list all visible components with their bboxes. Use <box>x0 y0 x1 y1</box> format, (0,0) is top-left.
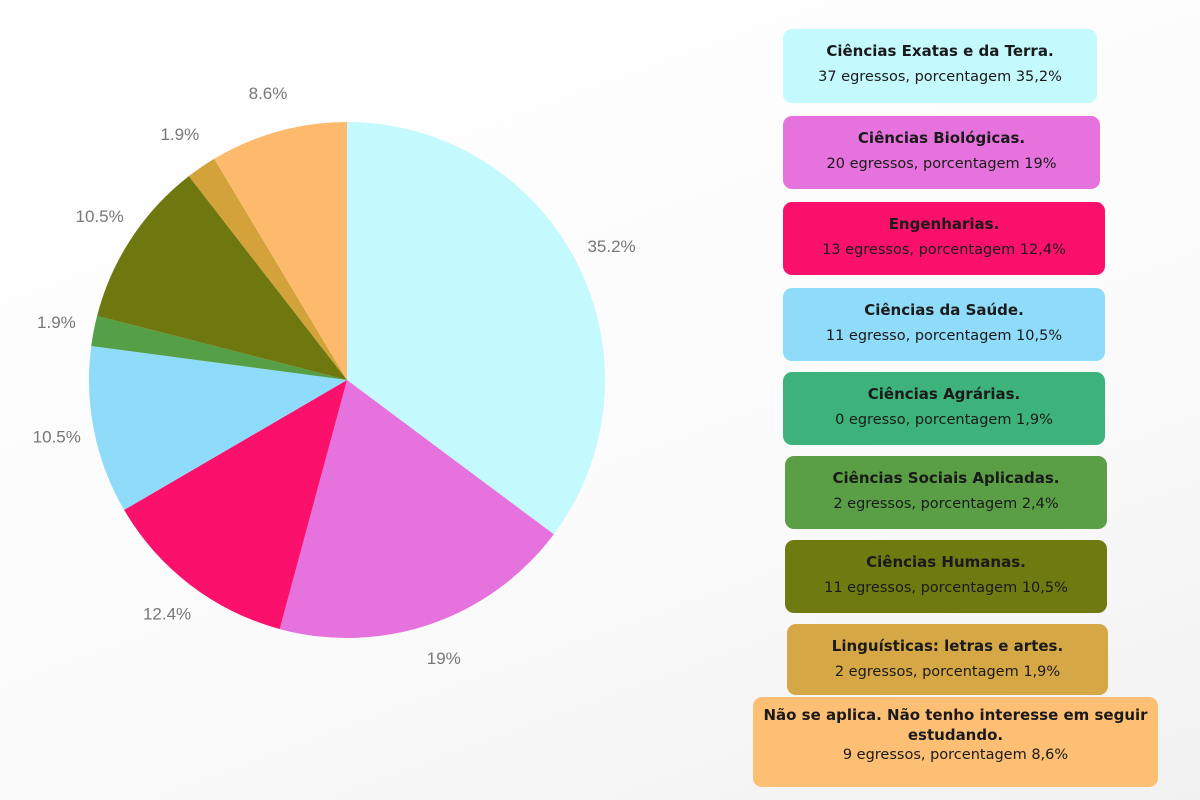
box-text: 13 egressos, porcentagem 12,4% <box>822 242 1066 258</box>
pie-slice <box>124 380 347 630</box>
box-title: Ciências Biológicas. <box>857 129 1026 147</box>
box-text: 9 egressos, porcentagem 8,6% <box>842 747 1069 763</box>
slice-label: 12.4% <box>143 605 191 624</box>
pie-chart: 35.2% 19% 12.4% 10.5% 1.9% 10.5% 1.9% 8.6% <box>33 84 636 668</box>
box-text: 11 egresso, porcentagem 10,5% <box>825 328 1063 344</box>
legend-box: Ciências Sociais Aplicadas. 2 egressos, p… <box>785 456 1107 529</box>
legend-box: Ciências Agrárias. 0 egresso, porcentagem… <box>783 372 1105 445</box>
box-title: Ciências da Saúde. <box>864 301 1024 319</box>
slice-label: 10.5% <box>75 207 123 226</box>
box-title: Engenharias. <box>888 215 1000 233</box>
box-title: Ciências Exatas e da Terra. <box>826 42 1054 60</box>
legend-box: Não se aplica. Não tenho interesse em se… <box>753 697 1158 787</box>
legend-box: Ciências Humanas. 11 egressos, porcentage… <box>785 540 1107 613</box>
box-title: Linguísticas: letras e artes. <box>831 637 1064 655</box>
box-title: Ciências Agrárias. <box>867 385 1021 403</box>
box-title: Não se aplica. Não tenho interesse em se… <box>763 706 1148 744</box>
box-text: 2 egressos, porcentagem 2,4% <box>833 496 1059 512</box>
legend-box: Ciências Biológicas. 20 egressos, porcent… <box>783 116 1100 189</box>
legend-box: Ciências Exatas e da Terra. 37 egressos, … <box>783 29 1097 103</box>
box-title: Ciências Humanas. <box>866 553 1026 571</box>
box-text: 2 egressos, porcentagem 1,9% <box>834 664 1061 680</box>
slice-label: 19% <box>427 649 461 668</box>
legend-box: Engenharias. 13 egressos, porcentagem 12,… <box>783 202 1105 275</box>
box-text: 11 egressos, porcentagem 10,5% <box>824 580 1068 596</box>
slice-label: 8.6% <box>249 84 288 103</box>
slice-label: 1.9% <box>37 313 76 332</box>
slice-label: 35.2% <box>587 237 635 256</box>
legend-box: Linguísticas: letras e artes. 2 egressos,… <box>787 624 1108 695</box>
pie-slice <box>91 315 347 380</box>
pie-slice <box>279 380 554 638</box>
pie-slice <box>347 122 605 535</box>
box-text: 20 egressos, porcentagem 19% <box>826 156 1057 172</box>
legend-box: Ciências da Saúde. 11 egresso, porcentage… <box>783 288 1105 361</box>
slice-label: 1.9% <box>160 125 199 144</box>
box-text: 37 egressos, porcentagem 35,2% <box>818 69 1062 85</box>
slice-label: 10.5% <box>33 428 81 447</box>
pie-slice <box>214 122 347 380</box>
pie-slice <box>97 176 347 380</box>
pie-slice <box>188 158 347 380</box>
box-title: Ciências Sociais Aplicadas. <box>832 469 1060 487</box>
pie-slice <box>88 346 347 510</box>
box-text: 0 egresso, porcentagem 1,9% <box>835 412 1053 428</box>
